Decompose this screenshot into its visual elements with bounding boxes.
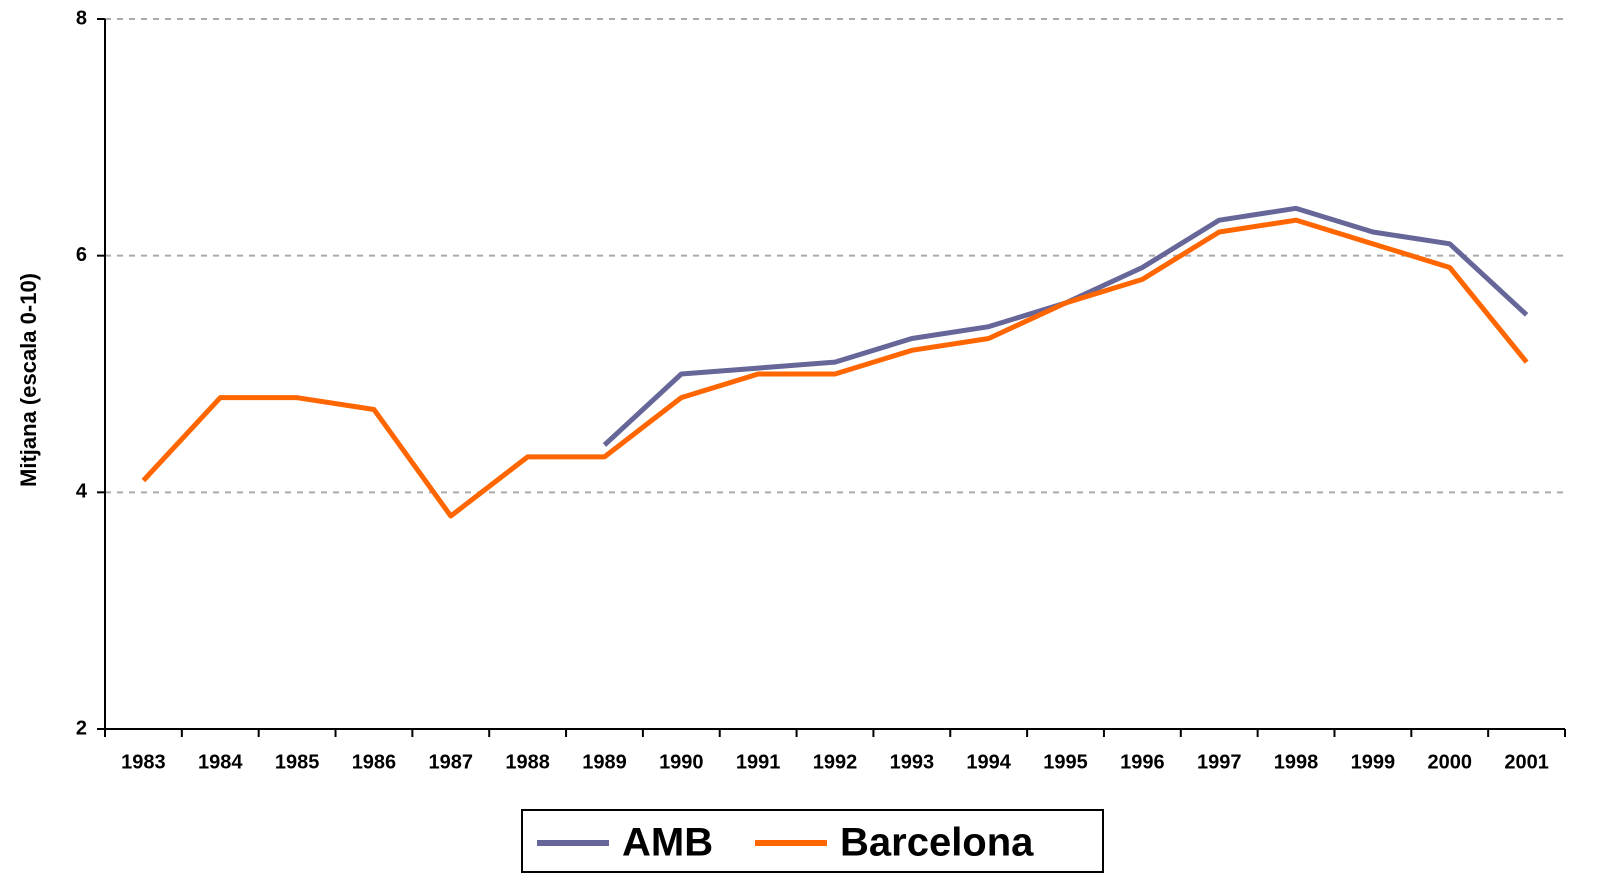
x-tick-label: 2001 [1504, 751, 1549, 773]
x-tick-label: 1993 [890, 751, 935, 773]
x-tick-label: 1983 [121, 751, 166, 773]
series-line [602, 205, 1529, 447]
x-tick-label: 1985 [275, 751, 320, 773]
x-tick-label: 1999 [1351, 751, 1396, 773]
x-tick-label: 1987 [429, 751, 474, 773]
x-tick-label: 1992 [813, 751, 858, 773]
x-tick-label: 1988 [505, 751, 550, 773]
x-tick-label: 1984 [198, 751, 243, 773]
y-tick-label: 8 [76, 7, 87, 29]
x-tick-label: 1986 [352, 751, 397, 773]
legend-label: AMB [622, 821, 713, 865]
legend-label: Barcelona [840, 821, 1034, 865]
y-axis-label: Mitjana (escala 0-10) [16, 273, 41, 487]
x-tick-label: 1995 [1043, 751, 1088, 773]
x-tick-label: 1998 [1274, 751, 1319, 773]
x-tick-label: 1990 [659, 751, 704, 773]
x-tick-label: 1997 [1197, 751, 1242, 773]
y-tick-label: 2 [76, 717, 87, 739]
x-tick-label: 1991 [736, 751, 781, 773]
y-tick-label: 4 [76, 481, 88, 503]
x-tick-label: 2000 [1427, 751, 1472, 773]
series-line [141, 217, 1529, 519]
x-tick-label: 1996 [1120, 751, 1165, 773]
x-tick-label: 1994 [966, 751, 1011, 773]
y-tick-label: 6 [76, 244, 87, 266]
x-tick-label: 1989 [582, 751, 627, 773]
